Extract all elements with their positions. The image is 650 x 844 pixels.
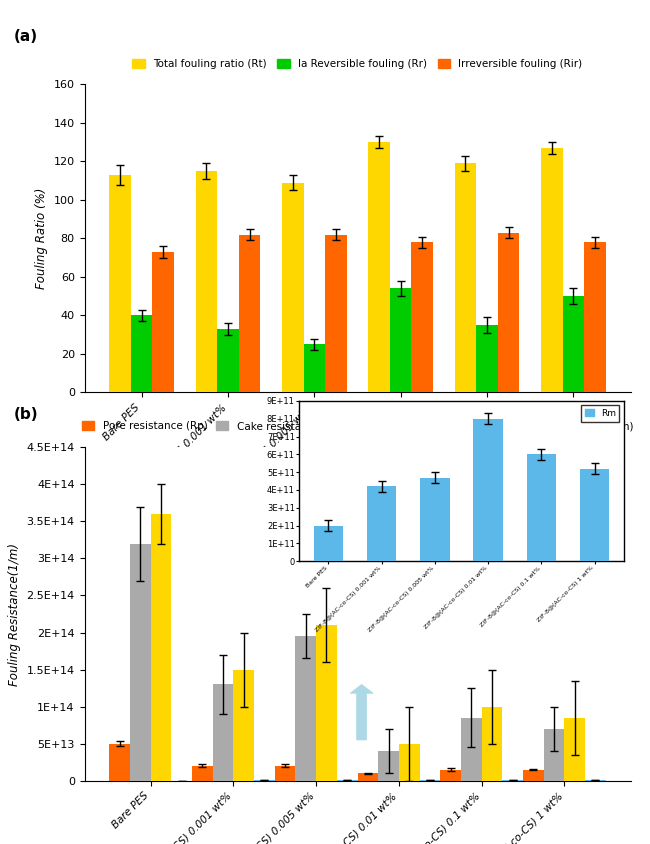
Bar: [541, 148, 562, 392]
Legend: Rm: Rm: [581, 405, 619, 422]
Bar: [217, 329, 239, 392]
Bar: [461, 717, 482, 781]
Bar: [562, 296, 584, 392]
Bar: [239, 235, 261, 392]
Bar: [378, 751, 399, 781]
Bar: [482, 706, 502, 781]
Bar: [523, 770, 543, 781]
Text: (a): (a): [14, 29, 38, 44]
Bar: [151, 514, 172, 781]
Y-axis label: Fouling Resistance(1/m): Fouling Resistance(1/m): [8, 543, 21, 685]
Legend: Pore resistance (Rp), Cake resistance (Rc), Total resistance (Rt), Intrinsic res: Pore resistance (Rp), Cake resistance (R…: [77, 417, 638, 436]
Bar: [233, 669, 254, 781]
Bar: [275, 766, 296, 781]
Bar: [196, 171, 217, 392]
Bar: [314, 526, 343, 561]
Bar: [316, 625, 337, 781]
Y-axis label: Fouling Ratio (%): Fouling Ratio (%): [35, 187, 48, 289]
Bar: [367, 486, 396, 561]
Bar: [296, 636, 316, 781]
Bar: [421, 478, 450, 561]
Bar: [213, 684, 233, 781]
Bar: [358, 773, 378, 781]
Bar: [304, 344, 325, 392]
Bar: [325, 235, 346, 392]
Bar: [564, 717, 585, 781]
Bar: [454, 164, 476, 392]
Bar: [584, 242, 606, 392]
Bar: [390, 289, 411, 392]
Bar: [130, 544, 151, 781]
Legend: Total fouling ratio (Rt), la Reversible fouling (Rr), Irreversible fouling (Rir): Total fouling ratio (Rt), la Reversible …: [128, 55, 587, 73]
Text: (b): (b): [14, 408, 38, 422]
Bar: [131, 316, 153, 392]
Bar: [411, 242, 433, 392]
Bar: [580, 468, 609, 561]
Bar: [526, 454, 556, 561]
Bar: [476, 325, 498, 392]
Bar: [153, 252, 174, 392]
Bar: [473, 419, 502, 561]
Bar: [109, 175, 131, 392]
Bar: [498, 233, 519, 392]
Bar: [192, 766, 213, 781]
Bar: [282, 182, 304, 392]
Bar: [369, 142, 390, 392]
FancyArrow shape: [350, 684, 373, 740]
Bar: [399, 744, 419, 781]
Bar: [543, 729, 564, 781]
Bar: [440, 770, 461, 781]
Bar: [109, 744, 130, 781]
